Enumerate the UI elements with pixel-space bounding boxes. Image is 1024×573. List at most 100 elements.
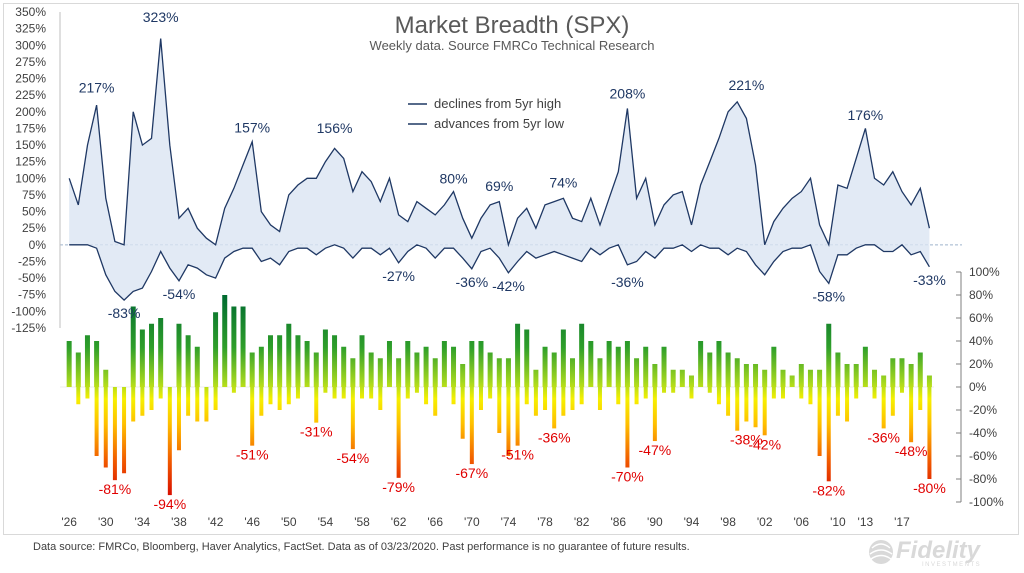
x-tick-label: '98 [720, 515, 736, 529]
drawdown-bar [497, 387, 502, 433]
drawdown-bar [140, 387, 145, 416]
x-tick-label: '42 [208, 515, 224, 529]
drawdown-bar [671, 387, 676, 393]
rally-bar [139, 329, 145, 387]
breadth-annotation: -36% [455, 274, 488, 290]
rally-bar [872, 369, 878, 387]
drawdown-bar [122, 387, 127, 474]
drawdown-bar [909, 387, 914, 443]
drawdown-bar [854, 387, 859, 399]
rally-bar [615, 346, 621, 387]
y-tick-left: 125% [15, 155, 46, 169]
drawdown-bar [478, 387, 483, 410]
drawdown-bar [918, 387, 923, 410]
rally-bar [240, 306, 246, 387]
fidelity-globe-icon [869, 540, 893, 564]
y-tick-right: 100% [969, 265, 1000, 279]
drawdown-bar [405, 387, 410, 399]
x-tick-label: '02 [757, 515, 773, 529]
y-tick-left: 300% [15, 38, 46, 52]
rally-bar [862, 346, 868, 387]
drawdown-bar [506, 387, 511, 456]
rally-bar [817, 369, 823, 387]
drawdown-label: -36% [538, 429, 571, 445]
y-tick-right: -60% [969, 449, 997, 463]
rally-bar [313, 352, 319, 387]
rally-bar [716, 341, 722, 387]
drawdown-bar [204, 387, 209, 422]
rally-bar [634, 358, 640, 387]
rally-bar [396, 358, 402, 387]
x-tick-label: '58 [354, 515, 370, 529]
drawdown-bar [597, 387, 602, 410]
rally-bar [441, 341, 447, 387]
drawdown-bar [872, 387, 877, 399]
drawdown-bar [460, 387, 465, 439]
rally-bar [570, 358, 576, 387]
breadth-annotation: -58% [812, 288, 845, 304]
drawdown-bar [753, 387, 758, 428]
rally-bar [231, 306, 237, 387]
y-tick-right: -20% [969, 403, 997, 417]
y-tick-right: 20% [969, 357, 993, 371]
drawdown-bar [579, 387, 584, 405]
drawdown-label: -42% [748, 436, 781, 452]
drawdown-bar [643, 387, 648, 399]
rally-bar [597, 358, 603, 387]
rally-bar [75, 352, 81, 387]
drawdown-bar [158, 387, 163, 399]
y-tick-left: 350% [15, 5, 46, 19]
y-tick-right: -80% [969, 472, 997, 486]
rally-bar [835, 352, 841, 387]
rally-bar [908, 364, 914, 387]
drawdown-label: -47% [639, 442, 672, 458]
rally-bar [670, 369, 676, 387]
rally-bar [496, 358, 502, 387]
x-tick-label: '78 [537, 515, 553, 529]
y-tick-left: 275% [15, 55, 46, 69]
rally-bar [762, 369, 768, 387]
drawdown-bar [533, 387, 538, 416]
breadth-annotation: 323% [143, 9, 179, 25]
x-tick-label: '30 [98, 515, 114, 529]
breadth-annotation: 80% [440, 171, 468, 187]
rally-bar [258, 346, 264, 387]
drawdown-bar [268, 387, 273, 405]
drawdown-bar [890, 387, 895, 416]
x-tick-label: '90 [647, 515, 663, 529]
drawdown-bar [845, 387, 850, 422]
fidelity-tagline: INVESTMENTS [922, 562, 981, 568]
y-tick-left: -25% [18, 254, 46, 268]
rally-bar [487, 352, 493, 387]
drawdown-bar [295, 387, 300, 399]
rally-bar [94, 341, 100, 387]
drawdown-bar [835, 387, 840, 416]
drawdown-label: -48% [895, 443, 928, 459]
rally-bar [213, 312, 219, 387]
rally-bar [451, 346, 457, 387]
drawdown-bar [771, 387, 776, 399]
y-tick-left: 100% [15, 171, 46, 185]
drawdown-label: -31% [300, 424, 333, 440]
y-tick-right: 40% [969, 334, 993, 348]
drawdown-bar [451, 387, 456, 405]
drawdown-bar [396, 387, 401, 478]
declines-area [69, 244, 930, 301]
drawdown-bar [369, 387, 374, 399]
y-tick-right: 60% [969, 311, 993, 325]
drawdown-bar [881, 387, 886, 429]
drawdown-bar [286, 387, 291, 405]
rally-bar [359, 335, 365, 387]
chart-title: Market Breadth (SPX) [395, 12, 630, 39]
x-tick-label: '17 [894, 515, 910, 529]
drawdown-label: -82% [812, 482, 845, 498]
breadth-annotation: 157% [234, 119, 270, 135]
drawdown-label: -54% [337, 450, 370, 466]
y-tick-left: 200% [15, 105, 46, 119]
rally-bar [460, 364, 466, 387]
drawdown-bar [561, 387, 566, 416]
breadth-annotation: -42% [492, 278, 525, 294]
breadth-annotation: 156% [317, 120, 353, 136]
rally-bar [579, 323, 585, 387]
rally-bar [277, 335, 283, 387]
